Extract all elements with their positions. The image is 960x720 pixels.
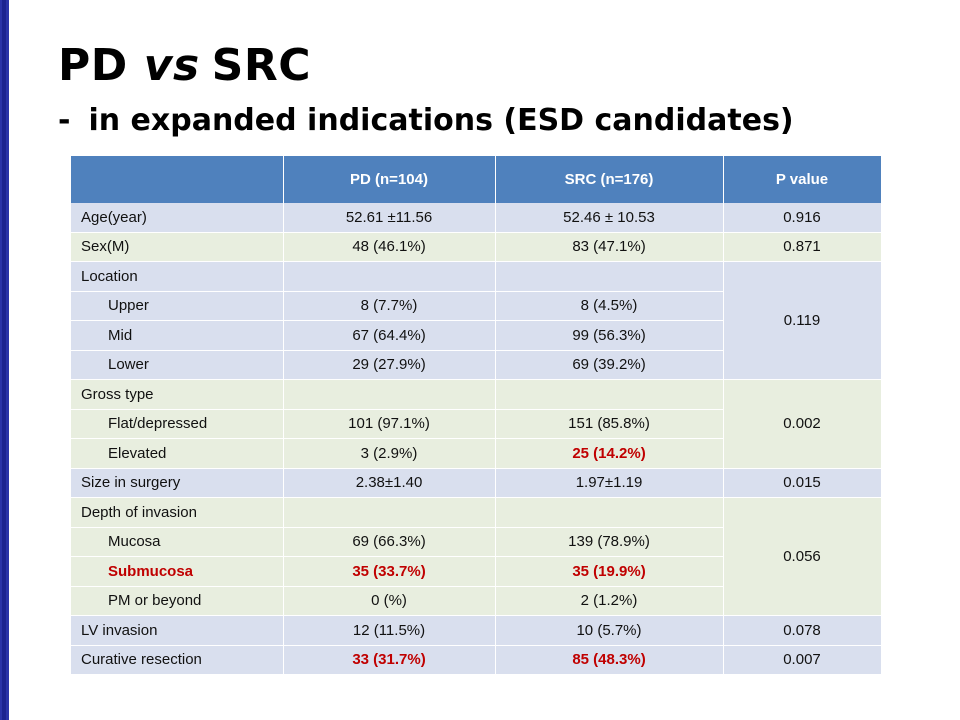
row-label: Flat/depressed	[71, 409, 284, 439]
src-cell	[495, 379, 724, 410]
left-accent-bar	[0, 0, 9, 720]
header-cell-src: SRC (n=176)	[495, 156, 724, 203]
row-label: Lower	[71, 350, 284, 380]
pd-cell: 67 (64.4%)	[283, 320, 496, 351]
slide-title: PD vs SRC	[58, 40, 311, 91]
src-cell	[495, 497, 724, 528]
p-value-cell: 0.056	[723, 497, 882, 616]
table-row: Flat/depressed 101 (97.1%) 151 (85.8%)	[71, 409, 881, 439]
row-label: Age(year)	[71, 203, 284, 233]
pd-cell	[283, 261, 496, 292]
p-value-cell: 0.078	[723, 615, 882, 646]
row-label: Sex(M)	[71, 232, 284, 262]
src-cell-highlighted: 25 (14.2%)	[495, 438, 724, 469]
comparison-table: PD (n=104) SRC (n=176) P value Age(year)…	[71, 156, 882, 675]
table-row: Size in surgery 2.38±1.40 1.97±1.19 0.01…	[71, 468, 882, 498]
row-label-highlighted: Submucosa	[71, 556, 284, 587]
p-value-cell: 0.916	[723, 203, 882, 233]
pd-cell: 8 (7.7%)	[283, 291, 496, 321]
title-pd: PD	[58, 40, 128, 91]
table-row: Location 0.119	[71, 261, 882, 380]
row-label: Curative resection	[71, 645, 284, 675]
src-cell: 2 (1.2%)	[495, 586, 724, 616]
table-header-row: PD (n=104) SRC (n=176) P value	[71, 156, 882, 203]
pd-cell: 48 (46.1%)	[283, 232, 496, 262]
pd-cell: 101 (97.1%)	[283, 409, 496, 439]
p-value-cell: 0.119	[723, 261, 882, 380]
src-cell: 69 (39.2%)	[495, 350, 724, 380]
src-cell	[495, 261, 724, 292]
pd-cell-highlighted: 33 (31.7%)	[283, 645, 496, 675]
slide-subtitle: - in expanded indications (ESD candidates…	[58, 103, 794, 138]
table-row: Mid 67 (64.4%) 99 (56.3%)	[71, 320, 881, 351]
subtitle-text: in expanded indications (ESD candidates)	[88, 103, 794, 138]
subtitle-dash: -	[58, 103, 71, 138]
p-value-cell: 0.002	[723, 379, 882, 469]
src-cell: 151 (85.8%)	[495, 409, 724, 439]
row-label: Depth of invasion	[71, 497, 284, 528]
pd-cell-highlighted: 35 (33.7%)	[283, 556, 496, 587]
pd-cell: 29 (27.9%)	[283, 350, 496, 380]
title-src: SRC	[211, 40, 312, 91]
pd-cell	[283, 497, 496, 528]
src-cell: 99 (56.3%)	[495, 320, 724, 351]
row-label: Location	[71, 261, 284, 292]
table-row: Lower 29 (27.9%) 69 (39.2%)	[71, 350, 881, 380]
table-row: LV invasion 12 (11.5%) 10 (5.7%) 0.078	[71, 615, 882, 646]
row-label: Upper	[71, 291, 284, 321]
p-value-cell: 0.871	[723, 232, 882, 262]
src-cell: 1.97±1.19	[495, 468, 724, 498]
title-vs: vs	[143, 40, 200, 91]
pd-cell: 52.61 ±11.56	[283, 203, 496, 233]
row-label: Mucosa	[71, 527, 284, 557]
src-cell: 83 (47.1%)	[495, 232, 724, 262]
src-cell-highlighted: 35 (19.9%)	[495, 556, 724, 587]
table-row: Elevated 3 (2.9%) 25 (14.2%)	[71, 438, 881, 469]
pd-cell: 12 (11.5%)	[283, 615, 496, 646]
pd-cell: 69 (66.3%)	[283, 527, 496, 557]
pd-cell: 2.38±1.40	[283, 468, 496, 498]
src-cell: 10 (5.7%)	[495, 615, 724, 646]
row-label: Size in surgery	[71, 468, 284, 498]
pd-cell: 0 (%)	[283, 586, 496, 616]
header-cell-pd: PD (n=104)	[283, 156, 496, 203]
row-label: Mid	[71, 320, 284, 351]
src-cell-highlighted: 85 (48.3%)	[495, 645, 724, 675]
row-label: Gross type	[71, 379, 284, 410]
table-row: Mucosa 69 (66.3%) 139 (78.9%)	[71, 527, 881, 557]
table-row: Submucosa 35 (33.7%) 35 (19.9%)	[71, 556, 881, 587]
table-row: Curative resection 33 (31.7%) 85 (48.3%)…	[71, 645, 882, 675]
table-row: Age(year) 52.61 ±11.56 52.46 ± 10.53 0.9…	[71, 203, 882, 233]
table-row: Sex(M) 48 (46.1%) 83 (47.1%) 0.871	[71, 232, 882, 262]
src-cell: 139 (78.9%)	[495, 527, 724, 557]
row-label: PM or beyond	[71, 586, 284, 616]
row-label: LV invasion	[71, 615, 284, 646]
table-row: Gross type 0.002	[71, 379, 882, 469]
p-value-cell: 0.007	[723, 645, 882, 675]
pd-cell	[283, 379, 496, 410]
row-label: Elevated	[71, 438, 284, 469]
header-cell-blank	[71, 156, 284, 203]
table-row: Upper 8 (7.7%) 8 (4.5%)	[71, 291, 881, 321]
pd-cell: 3 (2.9%)	[283, 438, 496, 469]
table-row: PM or beyond 0 (%) 2 (1.2%)	[71, 586, 881, 616]
src-cell: 52.46 ± 10.53	[495, 203, 724, 233]
table-row: Depth of invasion 0.056	[71, 497, 882, 616]
p-value-cell: 0.015	[723, 468, 882, 498]
src-cell: 8 (4.5%)	[495, 291, 724, 321]
header-cell-p-value: P value	[723, 156, 882, 203]
